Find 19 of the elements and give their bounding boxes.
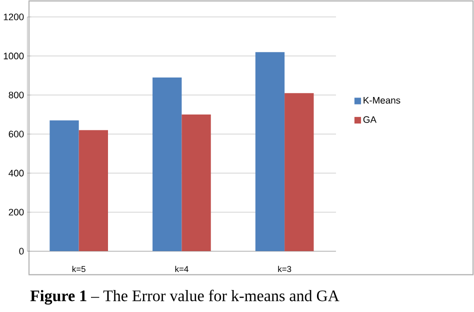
x-tick-label: k=3	[278, 266, 292, 272]
x-tick-label: k=4	[175, 266, 188, 272]
y-tick-label: 0	[19, 248, 24, 254]
legend-label: GA	[363, 116, 376, 123]
bar	[50, 120, 79, 252]
y-tick-label: 1200	[4, 13, 24, 20]
y-tick-label: 800	[8, 92, 24, 98]
bar	[182, 114, 211, 252]
y-tick-label: 600	[8, 130, 24, 138]
x-tick-label: k=5	[72, 266, 86, 272]
y-tick-label: 400	[8, 170, 24, 176]
legend-label: K-Means	[364, 96, 400, 104]
bar	[255, 52, 285, 252]
y-tick-label: 200	[8, 208, 24, 216]
y-tick-label: 1000	[4, 52, 24, 60]
bar	[78, 130, 108, 252]
bar	[284, 92, 314, 252]
text: Figure 1 – The Error value for k-means and GA	[30, 290, 340, 304]
bar	[152, 77, 182, 252]
